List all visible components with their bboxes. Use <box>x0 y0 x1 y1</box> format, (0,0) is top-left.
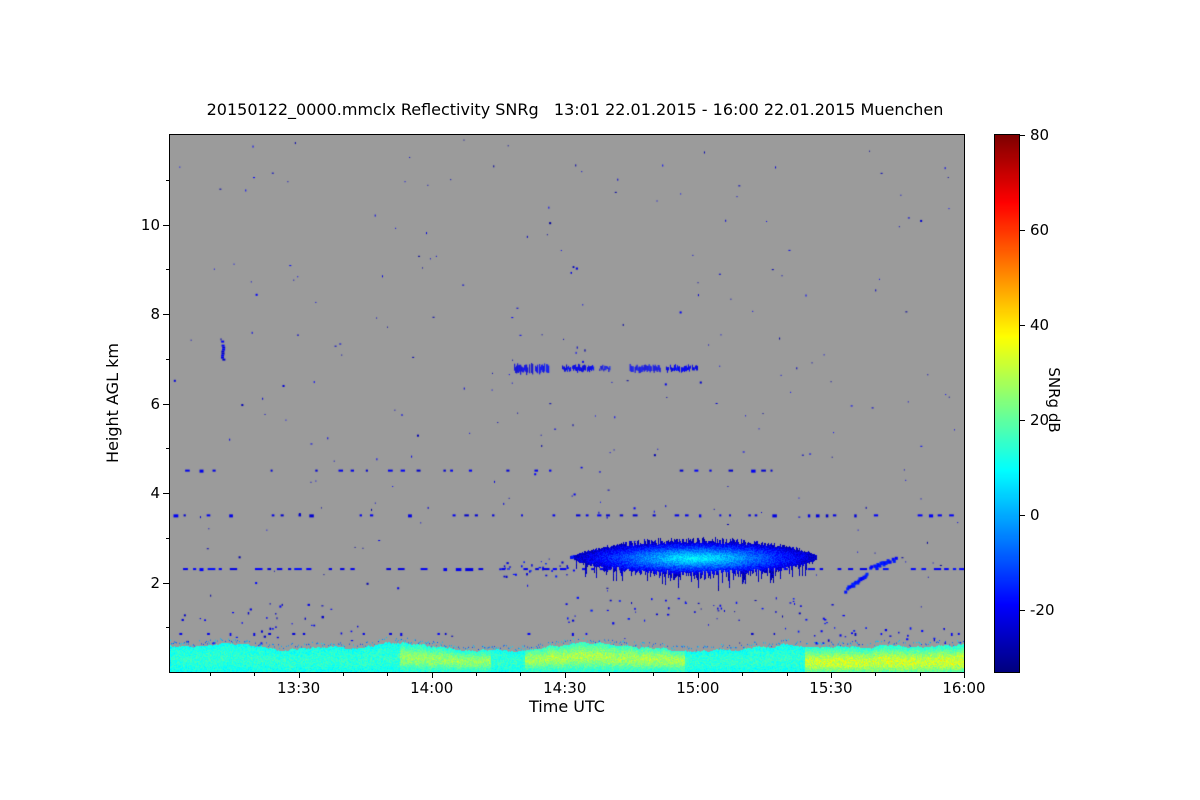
tick-mark <box>342 672 344 676</box>
tick-mark <box>964 672 965 678</box>
tick-mark <box>919 672 921 676</box>
tick-mark <box>1020 230 1025 232</box>
tick-mark <box>163 314 170 315</box>
tick-mark <box>387 672 389 676</box>
x-tick-label: 14:00 <box>410 679 454 697</box>
tick-mark <box>609 672 611 676</box>
tick-mark <box>1020 610 1025 612</box>
tick-mark <box>163 403 170 405</box>
tick-mark <box>431 672 433 678</box>
tick-mark <box>875 672 877 676</box>
y-tick-label: 2 <box>150 573 160 592</box>
tick-mark <box>786 672 788 676</box>
tick-mark <box>1020 325 1025 327</box>
tick-mark <box>163 493 170 494</box>
colorbar-canvas <box>995 135 1019 672</box>
y-tick-label: 8 <box>150 305 160 323</box>
tick-mark <box>1020 135 1025 136</box>
tick-mark <box>209 672 211 676</box>
tick-mark <box>298 672 300 678</box>
tick-mark <box>254 672 256 676</box>
chart-title: 20150122_0000.mmclx Reflectivity SNRg 13… <box>206 100 944 119</box>
tick-mark <box>564 672 566 678</box>
tick-mark <box>520 672 522 676</box>
x-tick-label: 16:00 <box>942 679 986 697</box>
tick-mark <box>653 672 655 676</box>
tick-mark <box>742 672 744 676</box>
y-axis-label: Height AGL km <box>103 343 122 463</box>
y-tick-label: 6 <box>150 394 160 413</box>
tick-mark <box>1020 515 1025 517</box>
colorbar-tick-label: 60 <box>1030 221 1050 240</box>
y-tick-label: 10 <box>140 215 160 234</box>
x-tick-label: 15:30 <box>809 679 853 697</box>
x-tick-label: 15:00 <box>676 679 720 697</box>
x-tick-label: 14:30 <box>543 679 587 697</box>
x-axis-label: Time UTC <box>529 697 605 716</box>
colorbar-label: SNRg dB <box>1045 367 1063 433</box>
colorbar-tick-label: 0 <box>1030 506 1040 525</box>
tick-mark <box>163 224 170 226</box>
colorbar-tick-label: 80 <box>1030 126 1050 144</box>
tick-mark <box>697 672 699 678</box>
tick-mark <box>163 582 170 584</box>
tick-mark <box>830 672 832 678</box>
colorbar-tick-label: -20 <box>1030 601 1055 620</box>
y-tick-label: 4 <box>150 484 160 502</box>
tick-mark <box>476 672 478 676</box>
x-tick-label: 13:30 <box>277 679 321 697</box>
tick-mark <box>1020 420 1025 422</box>
reflectivity-heatmap-canvas <box>170 135 964 672</box>
